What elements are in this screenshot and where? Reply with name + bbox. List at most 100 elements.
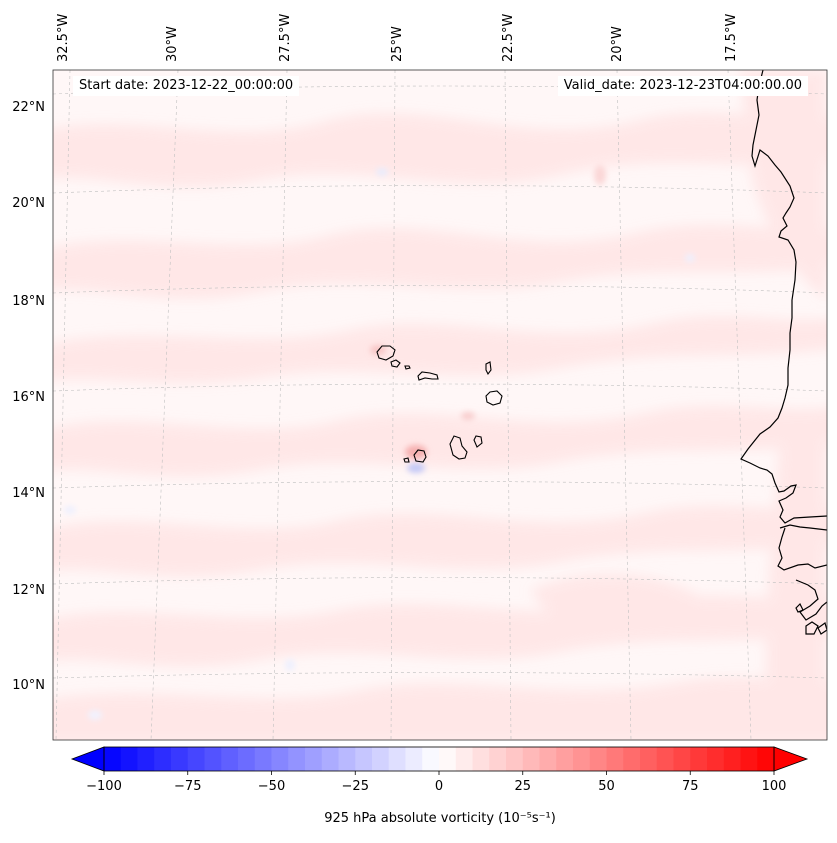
valid-date-label: Valid_date: 2023-12-23T04:00:00.00 bbox=[557, 76, 808, 96]
vorticity-field bbox=[53, 70, 827, 740]
map-panel: 32.5°W 30°W 27.5°W 25°W 22.5°W 20°W 17.5… bbox=[12, 14, 828, 741]
longitude-labels: 32.5°W 30°W 27.5°W 25°W 22.5°W 20°W 17.5… bbox=[56, 14, 739, 62]
colorbar-segment bbox=[723, 747, 741, 771]
lat-line-16n bbox=[53, 383, 827, 392]
colorbar-segment bbox=[187, 747, 205, 771]
lat-label: 14°N bbox=[12, 486, 45, 501]
island-sal bbox=[485, 361, 492, 376]
lon-label: 25°W bbox=[390, 26, 405, 62]
cape-verde-islands bbox=[376, 345, 503, 463]
lon-line-20w bbox=[616, 70, 632, 740]
lon-label: 27.5°W bbox=[278, 14, 293, 62]
colorbar-segment bbox=[154, 747, 172, 771]
colorbar-segment bbox=[539, 747, 557, 771]
colorbar-segment bbox=[238, 747, 256, 771]
colorbar-segment bbox=[321, 747, 339, 771]
colorbar-segment bbox=[171, 747, 189, 771]
colorbar-tick-label: −25 bbox=[342, 779, 369, 794]
lon-line-30w bbox=[150, 70, 179, 740]
graticule bbox=[53, 70, 827, 740]
lon-line-27-5w bbox=[272, 70, 288, 740]
island-sao-nicolau bbox=[417, 371, 439, 381]
colorbar-segment bbox=[690, 747, 708, 771]
colorbar-extend-low-arrow bbox=[70, 746, 105, 772]
colorbar-segment bbox=[372, 747, 390, 771]
colorbar-segment bbox=[388, 747, 406, 771]
colorbar-segment bbox=[422, 747, 440, 771]
colorbar-tick-label: −100 bbox=[86, 779, 122, 794]
colorbar-segment bbox=[522, 747, 540, 771]
lon-line-25w bbox=[390, 70, 396, 740]
lat-label: 12°N bbox=[12, 583, 45, 598]
colorbar-segment bbox=[355, 747, 373, 771]
colorbar-segment bbox=[472, 747, 490, 771]
colorbar-segment bbox=[589, 747, 607, 771]
colorbar-segment bbox=[137, 747, 155, 771]
lon-label: 32.5°W bbox=[56, 14, 71, 62]
island-santiago bbox=[449, 435, 468, 460]
colorbar-segment bbox=[120, 747, 138, 771]
colorbar-ticks: −100 −75 −50 −25 0 25 50 75 100 bbox=[86, 771, 786, 794]
colorbar-segment bbox=[740, 747, 758, 771]
colorbar-segment bbox=[204, 747, 222, 771]
island-santa-luzia bbox=[404, 365, 411, 370]
lat-line-10n bbox=[53, 672, 827, 679]
lat-label: 22°N bbox=[12, 100, 45, 115]
colorbar-tick-label: 25 bbox=[514, 779, 531, 794]
latitude-labels: 22°N 20°N 18°N 16°N 14°N 12°N 10°N bbox=[12, 100, 45, 693]
lat-line-18n bbox=[53, 285, 827, 294]
colorbar-segment bbox=[573, 747, 591, 771]
island-maio bbox=[473, 435, 483, 448]
lat-label: 16°N bbox=[12, 390, 45, 405]
colorbar-segment bbox=[640, 747, 658, 771]
colorbar-segment bbox=[506, 747, 524, 771]
colorbar-segment bbox=[338, 747, 356, 771]
colorbar-segment bbox=[707, 747, 725, 771]
lon-label: 20°W bbox=[610, 26, 625, 62]
map-frame bbox=[52, 69, 828, 741]
colorbar-segment bbox=[288, 747, 306, 771]
colorbar-segment bbox=[455, 747, 473, 771]
colorbar-segment bbox=[656, 747, 674, 771]
lon-label: 30°W bbox=[165, 26, 180, 62]
colorbar-segment bbox=[606, 747, 624, 771]
colorbar-tick-label: 0 bbox=[435, 779, 443, 794]
island-santo-antao bbox=[376, 345, 396, 361]
lat-label: 20°N bbox=[12, 196, 45, 211]
island-brava bbox=[403, 457, 410, 463]
colorbar-segment bbox=[623, 747, 641, 771]
colorbar-tick-label: 75 bbox=[682, 779, 699, 794]
island-boa-vista bbox=[485, 390, 503, 406]
lon-line-32-5w bbox=[55, 70, 71, 740]
lat-label: 18°N bbox=[12, 294, 45, 309]
colorbar-segment bbox=[673, 747, 691, 771]
lon-line-22-5w bbox=[504, 70, 512, 740]
colorbar-segment bbox=[271, 747, 289, 771]
colorbar-tick-label: −75 bbox=[174, 779, 201, 794]
colorbar-tick-label: −50 bbox=[258, 779, 285, 794]
island-fogo bbox=[413, 449, 427, 463]
colorbar-tick-label: 100 bbox=[762, 779, 787, 794]
lat-label: 10°N bbox=[12, 678, 45, 693]
lon-line-17-5w bbox=[727, 70, 752, 740]
colorbar-segment bbox=[305, 747, 323, 771]
colorbar-segment bbox=[221, 747, 239, 771]
colorbar-segment bbox=[104, 747, 122, 771]
colorbar-extend-high-arrow bbox=[773, 746, 809, 772]
colorbar-tick-label: 50 bbox=[598, 779, 615, 794]
lat-line-12n bbox=[53, 577, 827, 585]
lat-line-14n bbox=[53, 481, 827, 489]
colorbar-segment bbox=[489, 747, 507, 771]
start-date-label: Start date: 2023-12-22_00:00:00 bbox=[73, 76, 300, 96]
colorbar-segment bbox=[757, 747, 775, 771]
colorbar-label: 925 hPa absolute vorticity (10⁻⁵s⁻¹) bbox=[324, 811, 556, 826]
colorbar-segment bbox=[405, 747, 423, 771]
colorbar: −100 −75 −50 −25 0 25 50 75 100 925 hPa absolute… bbox=[70, 746, 809, 826]
colorbar-segment bbox=[254, 747, 272, 771]
colorbar-segment bbox=[556, 747, 574, 771]
island-sao-vicente bbox=[390, 359, 401, 368]
african-coastline bbox=[740, 70, 827, 635]
colorbar-segment bbox=[439, 747, 457, 771]
lat-line-20n bbox=[53, 185, 827, 194]
lon-label: 17.5°W bbox=[724, 14, 739, 62]
